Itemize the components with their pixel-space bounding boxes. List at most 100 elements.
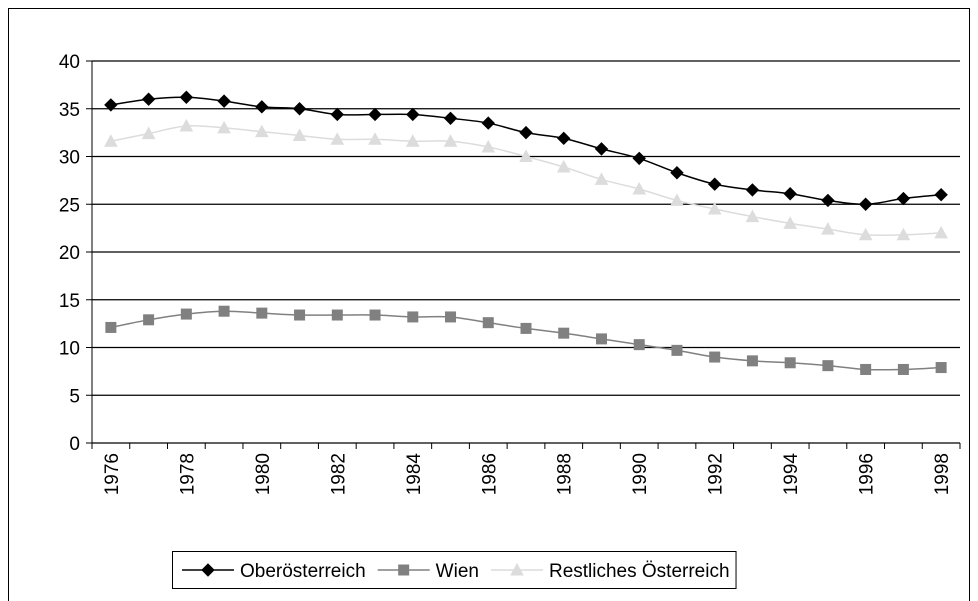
legend-marker [201, 563, 215, 577]
x-tick-label: 1980 [253, 453, 274, 495]
x-tick-label: 1992 [706, 453, 727, 495]
y-tick-label: 10 [59, 339, 80, 360]
data-point [368, 132, 382, 145]
data-point [105, 321, 117, 333]
data-point [822, 360, 834, 372]
data-point [821, 222, 835, 235]
data-point [254, 124, 269, 138]
data-point [670, 193, 684, 206]
data-point [143, 314, 155, 326]
data-point [632, 181, 647, 195]
data-point [180, 308, 192, 320]
x-tick-label: 1996 [857, 453, 878, 495]
x-tick-label: 1986 [479, 453, 500, 495]
x-tick-label: 1998 [932, 453, 953, 495]
data-point [331, 309, 343, 321]
y-tick-label: 15 [59, 291, 80, 312]
data-point [482, 317, 494, 329]
data-point [670, 166, 684, 180]
data-point [218, 305, 230, 317]
y-tick-label: 35 [59, 100, 80, 121]
legend-box [172, 551, 737, 589]
data-point [104, 98, 118, 112]
data-point [443, 111, 458, 126]
data-point [595, 333, 607, 345]
data-point [405, 134, 420, 147]
data-point [330, 107, 345, 122]
data-point [292, 128, 307, 141]
data-point [255, 100, 269, 114]
legend-label: Oberösterreich [240, 561, 366, 582]
x-tick-label: 1994 [781, 453, 802, 496]
data-point [104, 134, 118, 147]
y-tick-label: 30 [59, 148, 80, 169]
y-tick-label: 20 [59, 243, 80, 264]
data-point [519, 125, 533, 140]
legend: Oberösterreich Wien Restliches Österreich [172, 551, 737, 589]
data-point [896, 191, 911, 206]
data-point [783, 187, 797, 201]
data-point [179, 90, 194, 104]
legend-marker [510, 562, 524, 576]
data-point [858, 227, 873, 241]
data-point [520, 322, 532, 334]
data-point [369, 309, 381, 321]
data-point [481, 139, 496, 153]
data-point [292, 102, 307, 116]
y-tick-label: 25 [59, 195, 80, 216]
data-point [934, 225, 948, 239]
y-tick-label: 0 [69, 434, 80, 455]
data-point [557, 131, 571, 146]
data-point [556, 159, 571, 173]
data-point [709, 351, 721, 363]
data-point [217, 94, 231, 108]
data-point [745, 183, 760, 197]
y-tick-label: 40 [59, 52, 80, 73]
data-point [746, 355, 758, 367]
legend-label: Wien [436, 561, 479, 582]
data-point [519, 149, 533, 162]
data-point [896, 227, 911, 241]
y-tick-label: 5 [69, 386, 80, 407]
x-tick-label: 1988 [555, 453, 576, 495]
data-point [858, 197, 873, 211]
data-point [141, 92, 156, 106]
data-point [179, 118, 194, 132]
data-point [745, 209, 760, 223]
data-point [443, 134, 458, 147]
data-point [217, 120, 231, 134]
data-point [445, 311, 457, 323]
data-point [368, 107, 382, 122]
legend-label: Restliches Österreich [549, 561, 730, 582]
data-point [934, 187, 948, 202]
data-point [783, 216, 798, 229]
data-point [594, 172, 609, 185]
data-point [707, 201, 722, 215]
data-point [860, 363, 872, 375]
x-tick-label: 1990 [630, 453, 651, 495]
data-point [897, 363, 909, 375]
x-tick-label: 1976 [102, 453, 123, 495]
data-point [407, 311, 419, 323]
x-tick-label: 1984 [404, 453, 425, 496]
data-point [594, 142, 609, 156]
legend-marker [398, 564, 410, 576]
data-point [671, 344, 683, 356]
data-point [294, 309, 306, 321]
x-tick-label: 1982 [328, 453, 349, 495]
data-point [481, 116, 495, 130]
data-point [406, 107, 420, 122]
data-point [821, 193, 835, 208]
data-point [141, 126, 156, 140]
x-tick-label: 1978 [177, 453, 198, 495]
data-point [632, 151, 646, 166]
data-point [330, 132, 345, 145]
data-point [784, 357, 796, 369]
chart-frame [8, 8, 970, 601]
data-point [633, 339, 645, 351]
data-point [707, 177, 722, 191]
data-point [935, 362, 947, 374]
data-point [256, 307, 268, 319]
data-point [558, 327, 570, 339]
